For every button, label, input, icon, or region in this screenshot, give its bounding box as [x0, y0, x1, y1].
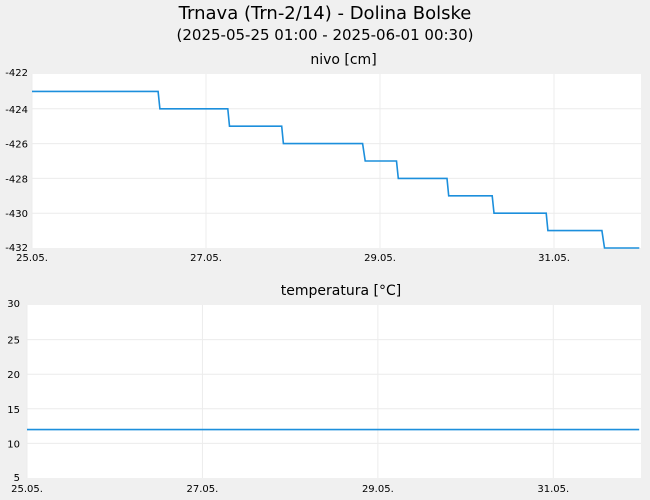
- y-tick-label: 30: [7, 299, 20, 310]
- y-tick-label: 15: [7, 405, 20, 416]
- y-tick-label: 25: [7, 336, 20, 347]
- x-tick-label: 31.05.: [538, 253, 570, 264]
- x-tick-label: 25.05.: [16, 253, 48, 264]
- plot-area: [27, 305, 641, 478]
- page-subtitle: (2025-05-25 01:00 - 2025-06-01 00:30): [176, 26, 474, 44]
- chart-title: nivo [cm]: [310, 52, 376, 68]
- y-tick-label: 10: [7, 439, 20, 450]
- x-tick-label: 27.05.: [187, 484, 219, 495]
- x-tick-label: 31.05.: [537, 484, 569, 495]
- y-tick-label: -432: [5, 243, 28, 254]
- x-tick-label: 25.05.: [11, 484, 43, 495]
- plot-area: [32, 74, 641, 248]
- series-line-nivo: [32, 90, 640, 249]
- y-tick-label: -426: [5, 140, 28, 151]
- x-tick-label: 27.05.: [190, 253, 222, 264]
- y-tick-label: -430: [5, 209, 28, 220]
- chart-title: temperatura [°C]: [281, 283, 401, 299]
- page-title: Trnava (Trn-2/14) - Dolina Bolske: [178, 3, 472, 24]
- x-tick-label: 29.05.: [362, 484, 394, 495]
- chart-panel-temperatura: temperatura [°C] 30 25 20 15 10 525.05. 27.05. 2…: [7, 283, 641, 495]
- y-tick-label: 5: [14, 473, 20, 484]
- y-tick-label: -424: [5, 105, 28, 116]
- y-tick-label: -428: [5, 174, 28, 185]
- x-tick-label: 29.05.: [364, 253, 396, 264]
- y-tick-label: 20: [7, 370, 20, 381]
- y-tick-label: -422: [5, 68, 28, 79]
